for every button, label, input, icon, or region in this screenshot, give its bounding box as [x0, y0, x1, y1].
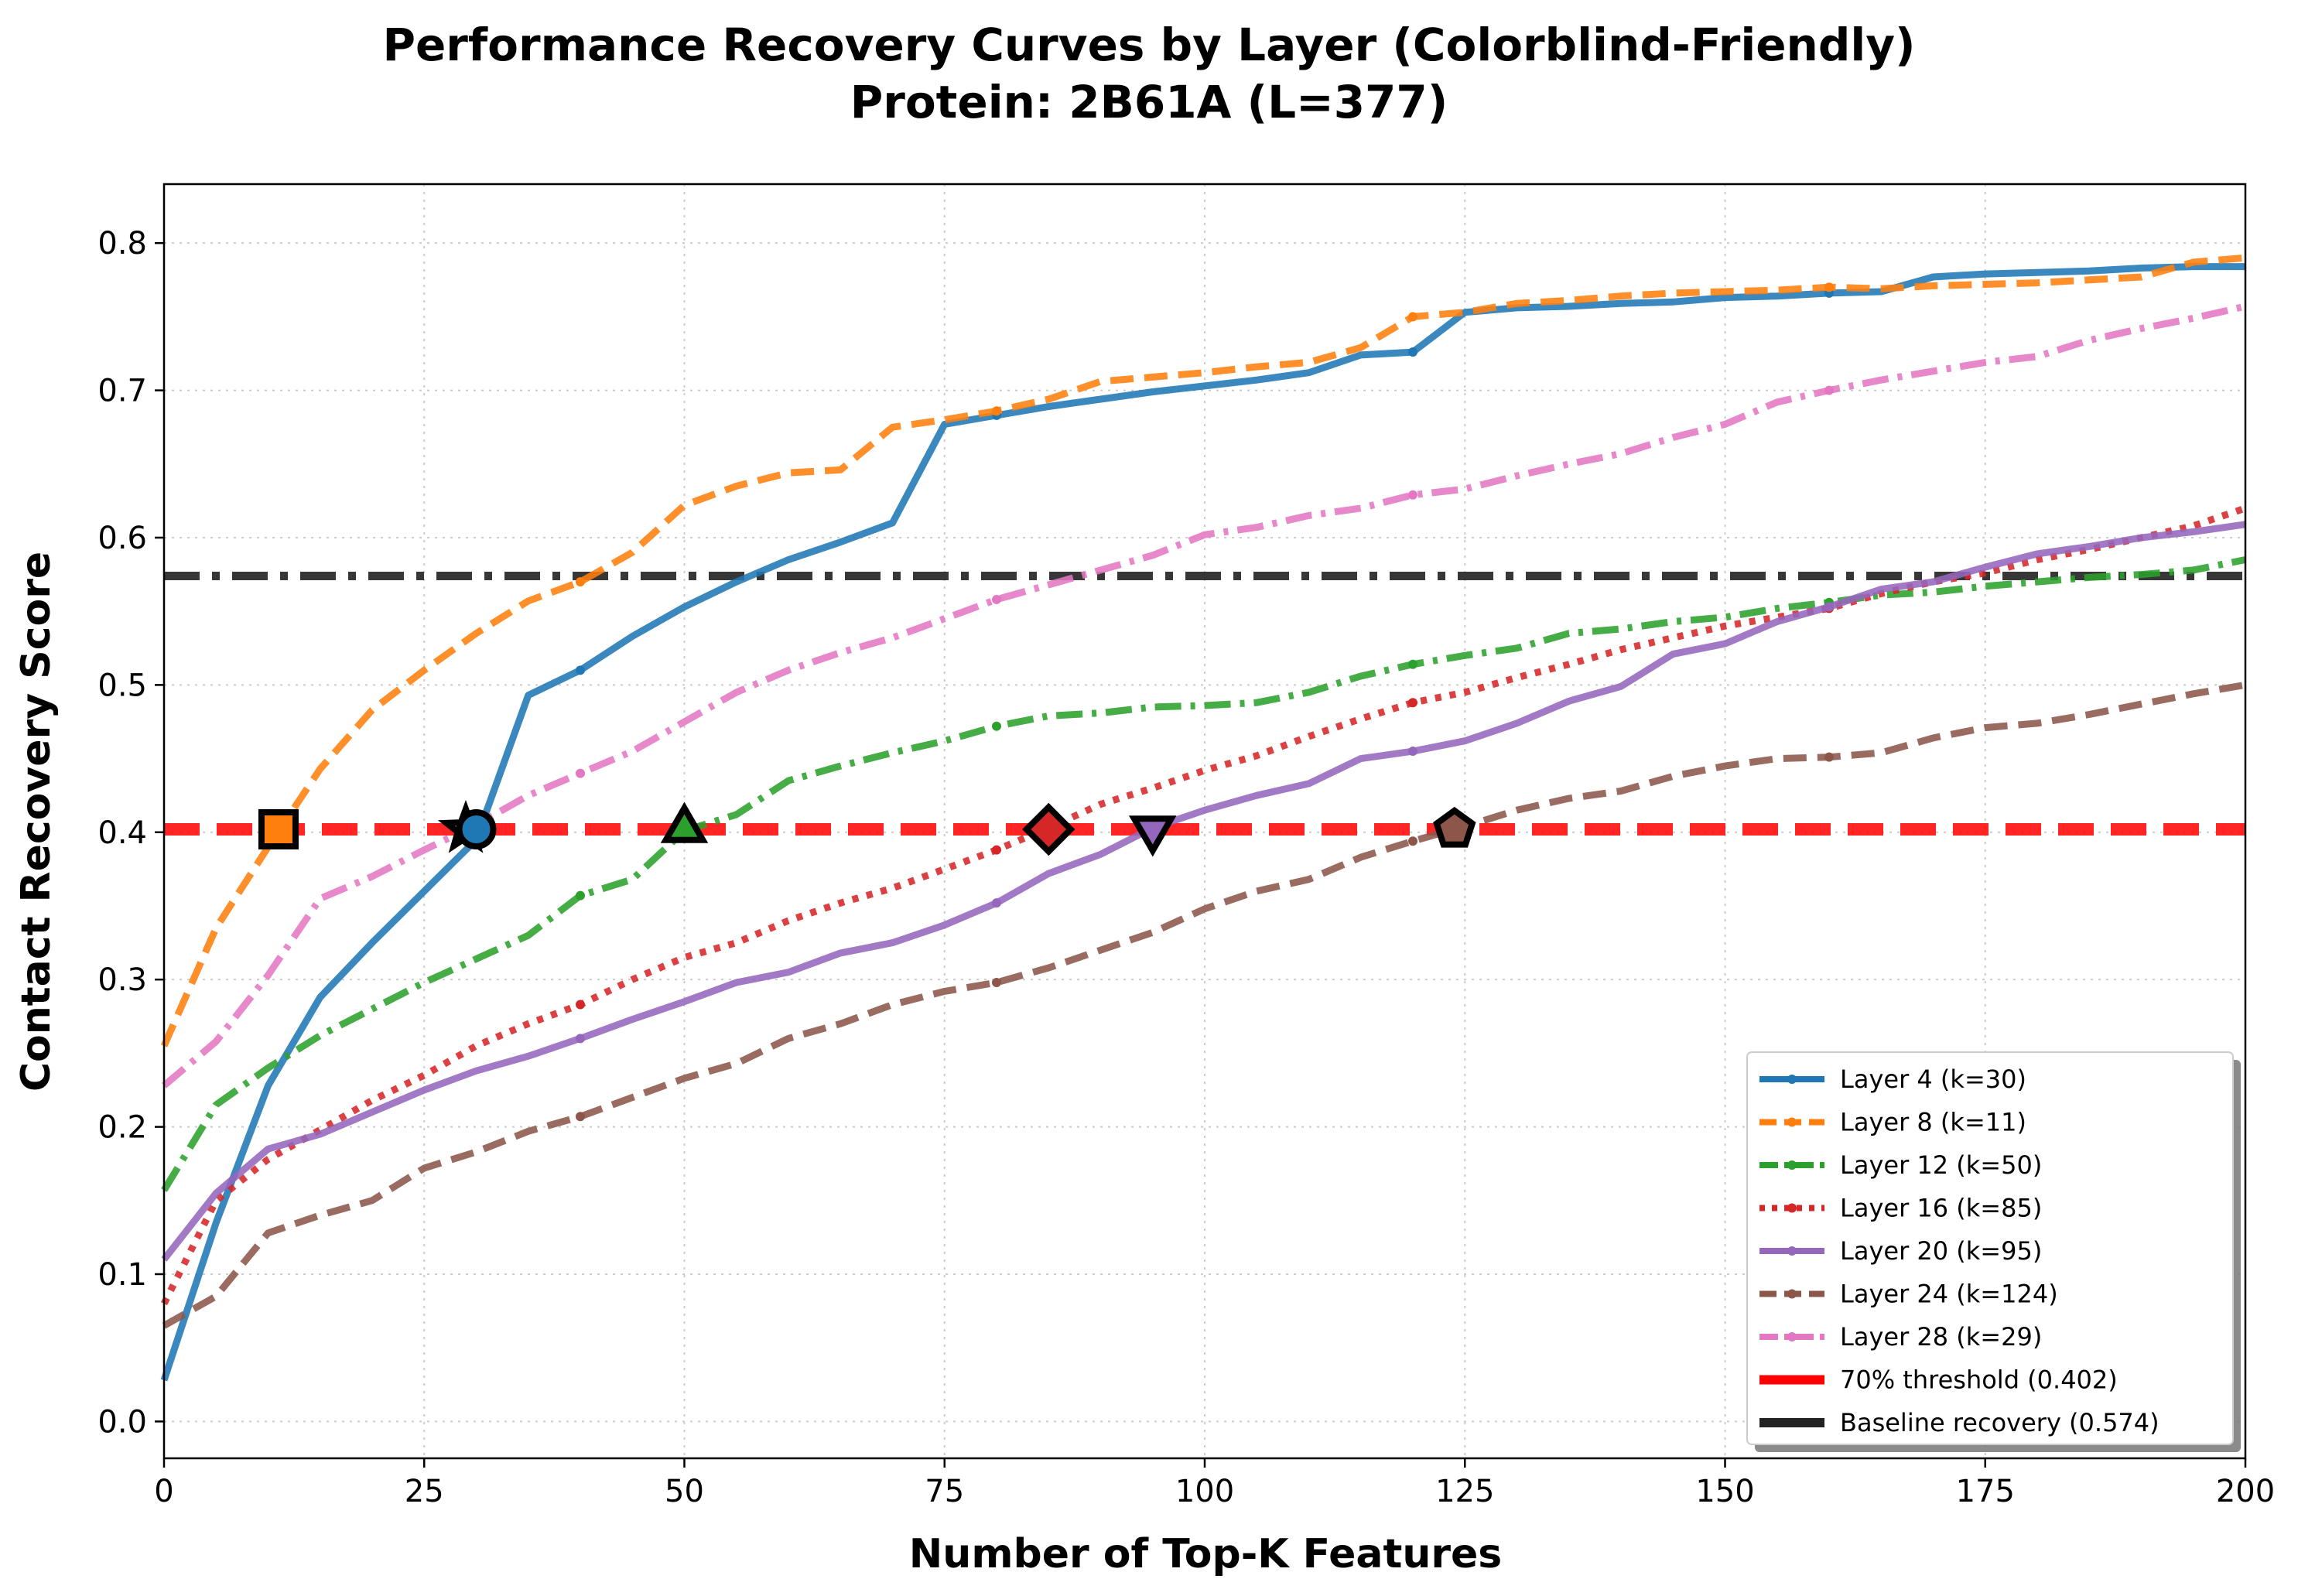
x-tick-label: 175 — [1956, 1474, 2015, 1509]
threshold-marker — [456, 808, 497, 849]
legend-label: Layer 24 (k=124) — [1840, 1280, 2058, 1309]
series-lines — [160, 254, 2247, 1382]
legend-swatch-marker — [1787, 1075, 1797, 1084]
series-point — [1408, 347, 1417, 357]
series-point — [992, 594, 1001, 604]
series-line — [162, 681, 2246, 1329]
threshold-marker — [1022, 802, 1075, 856]
series-point — [1824, 282, 1834, 292]
series-point — [576, 665, 585, 675]
x-tick-label: 75 — [925, 1474, 964, 1509]
legend-box — [1746, 1051, 2234, 1445]
chart-subtitle: Protein: 2B61A (L=377) — [850, 76, 1448, 128]
series-point — [992, 898, 1001, 908]
series-line — [160, 254, 2246, 1047]
threshold-marker — [1128, 815, 1177, 857]
x-axis-label: Number of Top-K Features — [909, 1531, 1502, 1577]
y-tick-label: 0.2 — [97, 1110, 147, 1146]
legend-label: Baseline recovery (0.574) — [1840, 1408, 2160, 1437]
series-point — [992, 977, 1001, 987]
threshold-marker — [660, 801, 709, 843]
x-tick-label: 150 — [1695, 1474, 1754, 1509]
series-line — [162, 302, 2246, 1088]
series-line — [161, 556, 2246, 1192]
series-point — [992, 721, 1001, 731]
y-tick-label: 0.1 — [97, 1257, 147, 1293]
legend-swatch-marker — [1787, 1289, 1797, 1299]
y-tick-label: 0.8 — [97, 226, 147, 261]
series-point — [992, 845, 1001, 855]
legend-label: 70% threshold (0.402) — [1840, 1365, 2118, 1395]
x-tick-label: 100 — [1175, 1474, 1234, 1509]
series-point — [576, 890, 585, 901]
series-point — [1824, 602, 1834, 612]
reference-lines — [164, 571, 2245, 836]
x-tick-label: 0 — [154, 1474, 173, 1509]
threshold-markers — [258, 800, 1476, 857]
legend-label: Layer 4 (k=30) — [1840, 1065, 2026, 1094]
series-point — [1408, 490, 1417, 500]
x-tick-label: 50 — [665, 1474, 704, 1509]
chart-title: Performance Recovery Curves by Layer (Co… — [382, 19, 1915, 71]
legend-swatch-marker — [1787, 1117, 1797, 1127]
x-tick-label: 25 — [405, 1474, 444, 1509]
series-point — [1408, 659, 1417, 669]
series-point — [1408, 836, 1417, 846]
threshold-marker — [258, 808, 299, 849]
legend-swatch-marker — [1787, 1203, 1797, 1213]
series-point — [1824, 752, 1834, 762]
series-point — [992, 406, 1001, 416]
legend-label: Layer 20 (k=95) — [1840, 1236, 2042, 1266]
legend: Layer 4 (k=30) Layer 8 (k=11) Layer 12 (k=… — [1746, 1051, 2241, 1452]
series-point — [576, 1000, 585, 1010]
y-axis-label: Contact Recovery Score — [13, 552, 60, 1092]
legend-swatch-marker — [1787, 1246, 1797, 1256]
series-point — [1408, 698, 1417, 708]
series-point — [576, 1034, 585, 1044]
x-tick-label: 200 — [2216, 1474, 2275, 1509]
series-point — [1824, 385, 1834, 395]
legend-label: Layer 12 (k=50) — [1840, 1150, 2042, 1180]
y-tick-label: 0.5 — [97, 668, 147, 703]
y-tick-label: 0.7 — [97, 374, 147, 409]
legend-swatch-marker — [1787, 1332, 1797, 1341]
y-tick-label: 0.0 — [97, 1404, 147, 1440]
y-tick-label: 0.4 — [97, 815, 147, 851]
x-tick-label: 125 — [1435, 1474, 1494, 1509]
series-line — [161, 521, 2246, 1262]
series-point — [1408, 312, 1417, 322]
series-point — [576, 1112, 585, 1122]
series-point — [576, 768, 585, 778]
legend-swatch-marker — [1787, 1160, 1797, 1170]
y-tick-label: 0.3 — [97, 962, 147, 998]
threshold-marker — [1433, 806, 1476, 848]
legend-label: Layer 28 (k=29) — [1840, 1322, 2042, 1352]
legend-label: Layer 8 (k=11) — [1840, 1108, 2026, 1137]
series-point — [1408, 747, 1417, 757]
series-point — [576, 577, 585, 587]
y-tick-label: 0.6 — [97, 521, 147, 556]
axis-ticks: 0 25 50 75 100 125 150 175 200 0.0 0.1 0.2 0.3 0.4 0.5… — [97, 226, 2275, 1509]
legend-label: Layer 16 (k=85) — [1840, 1194, 2042, 1223]
